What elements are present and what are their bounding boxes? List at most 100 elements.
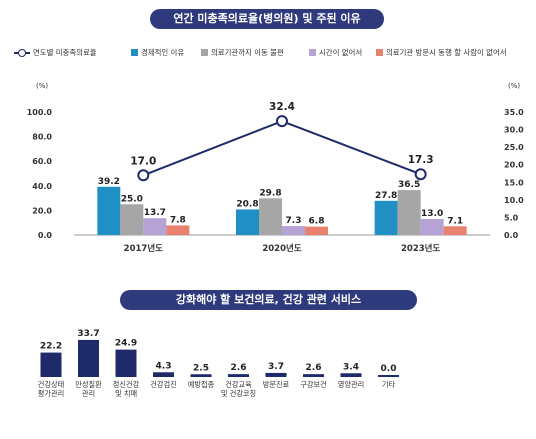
category-label: 구강보건 [300, 380, 326, 389]
bar [40, 352, 62, 377]
line-marker-icon [14, 48, 30, 57]
legend-label: 연도별 미충족의료율 [33, 48, 97, 57]
legend-swatch [309, 49, 316, 56]
left-axis-unit: (%) [36, 82, 48, 90]
left-tick-label: 100.0 [27, 108, 53, 117]
bar-value-label: 6.8 [309, 217, 325, 227]
left-tick-label: 60.0 [32, 157, 52, 166]
bar [153, 372, 174, 377]
category-label: 만성질환 [75, 380, 102, 389]
bar-value-label: 39.2 [98, 177, 120, 187]
bar [305, 226, 328, 235]
bar-value-label: 7.8 [170, 215, 186, 225]
category-label: 방문진료 [263, 380, 290, 389]
bar [340, 373, 362, 377]
left-tick-label: 20.0 [32, 206, 52, 215]
bar-value-label: 2.6 [231, 363, 247, 373]
bar [303, 374, 324, 377]
category-label: 및 치매 [115, 389, 137, 398]
bar [120, 204, 144, 235]
bar [115, 349, 137, 377]
bar [228, 374, 249, 377]
chart2-title: 강화해야 할 보건의료, 건강 관련 서비스 [120, 290, 417, 310]
right-tick-label: 15.0 [504, 178, 524, 187]
line-point [137, 169, 150, 182]
legend-swatch [201, 49, 208, 56]
category-label: 건강교육 [225, 380, 252, 389]
bar [190, 374, 212, 377]
legend-item-time: 시간이 없어서 [309, 47, 362, 58]
right-axis-unit: (%) [508, 82, 520, 90]
bar [166, 225, 190, 235]
legend-swatch [376, 49, 383, 56]
bar-value-label: 20.8 [236, 199, 258, 209]
bar [143, 218, 167, 235]
bar [97, 186, 121, 235]
line-point [276, 115, 288, 128]
legend-item-line: 연도별 미충족의료율 [14, 47, 97, 58]
line-value-label: 32.4 [269, 101, 295, 113]
line-value-label: 17.0 [130, 155, 156, 167]
line-value-label: 17.3 [408, 154, 434, 166]
category-label: 및 건강코칭 [221, 389, 256, 398]
left-tick-label: 0.0 [38, 231, 53, 240]
left-tick-label: 80.0 [32, 133, 52, 142]
bar-value-label: 2.5 [193, 363, 209, 373]
bar-value-label: 0.0 [381, 364, 397, 374]
bar-value-label: 3.4 [343, 362, 359, 372]
bar [420, 219, 444, 235]
category-label: 건강검진 [150, 380, 176, 389]
bar [265, 372, 287, 377]
right-tick-label: 0.0 [504, 231, 519, 240]
category-label: 건강상태 [38, 380, 64, 389]
bar-value-label: 2.6 [306, 363, 322, 373]
chart1-title: 연간 미충족의료율(병의원) 및 주된 이유 [150, 9, 384, 29]
left-tick-label: 40.0 [32, 182, 52, 191]
bar [374, 200, 398, 235]
bar-value-label: 27.8 [375, 191, 397, 201]
legend-label: 경제적인 이유 [141, 48, 185, 57]
right-tick-label: 5.0 [504, 213, 519, 222]
bar-value-label: 25.0 [121, 194, 143, 204]
category-label: 기타 [382, 380, 396, 389]
legend-label: 의료기관 방문시 동행 할 사람이 없어서 [386, 48, 507, 57]
bar-value-label: 4.3 [156, 361, 172, 371]
bar [78, 339, 99, 377]
bar [236, 209, 259, 235]
bar-value-label: 13.7 [144, 208, 166, 218]
category-label: 관리 [82, 389, 95, 398]
chart1-plot: (%) (%) 0.0 20.0 40.0 60.0 80.0 100.0 0.0 5.0 10.0… [27, 82, 524, 254]
category-label: 정신건강 [113, 380, 140, 389]
right-tick-label: 25.0 [504, 143, 524, 152]
category-label: 평가관리 [38, 389, 64, 398]
right-tick-label: 20.0 [504, 161, 524, 170]
legend-swatch [131, 49, 138, 56]
category-label: 2020년도 [262, 243, 301, 254]
category-label: 2017년도 [124, 243, 163, 254]
bar [378, 375, 399, 377]
bar-value-label: 29.8 [259, 188, 281, 198]
category-label: 영양관리 [338, 380, 364, 389]
bar [282, 226, 305, 235]
category-label: 예방접종 [188, 380, 215, 389]
bar [259, 198, 282, 235]
chart1-legend: 연도별 미충족의료율 경제적인 이유 의료기관까지 이동 불편 시간이 없어서 … [0, 43, 536, 61]
bar-value-label: 13.0 [421, 209, 443, 219]
bar-value-label: 7.3 [286, 216, 302, 226]
right-tick-label: 35.0 [504, 108, 524, 117]
legend-item-nocompanion: 의료기관 방문시 동행 할 사람이 없어서 [376, 47, 507, 58]
bar-value-label: 33.7 [77, 329, 99, 339]
legend-label: 의료기관까지 이동 불편 [211, 48, 284, 57]
bar [443, 226, 467, 235]
bar [397, 190, 421, 235]
bar-value-label: 3.7 [268, 362, 284, 372]
legend-item-economic: 경제적인 이유 [131, 47, 184, 58]
line-point [414, 168, 427, 181]
bar-value-label: 7.1 [447, 216, 463, 226]
legend-label: 시간이 없어서 [319, 48, 363, 57]
category-label: 2023년도 [401, 243, 440, 254]
right-tick-label: 10.0 [504, 196, 524, 205]
right-tick-label: 30.0 [504, 126, 524, 135]
